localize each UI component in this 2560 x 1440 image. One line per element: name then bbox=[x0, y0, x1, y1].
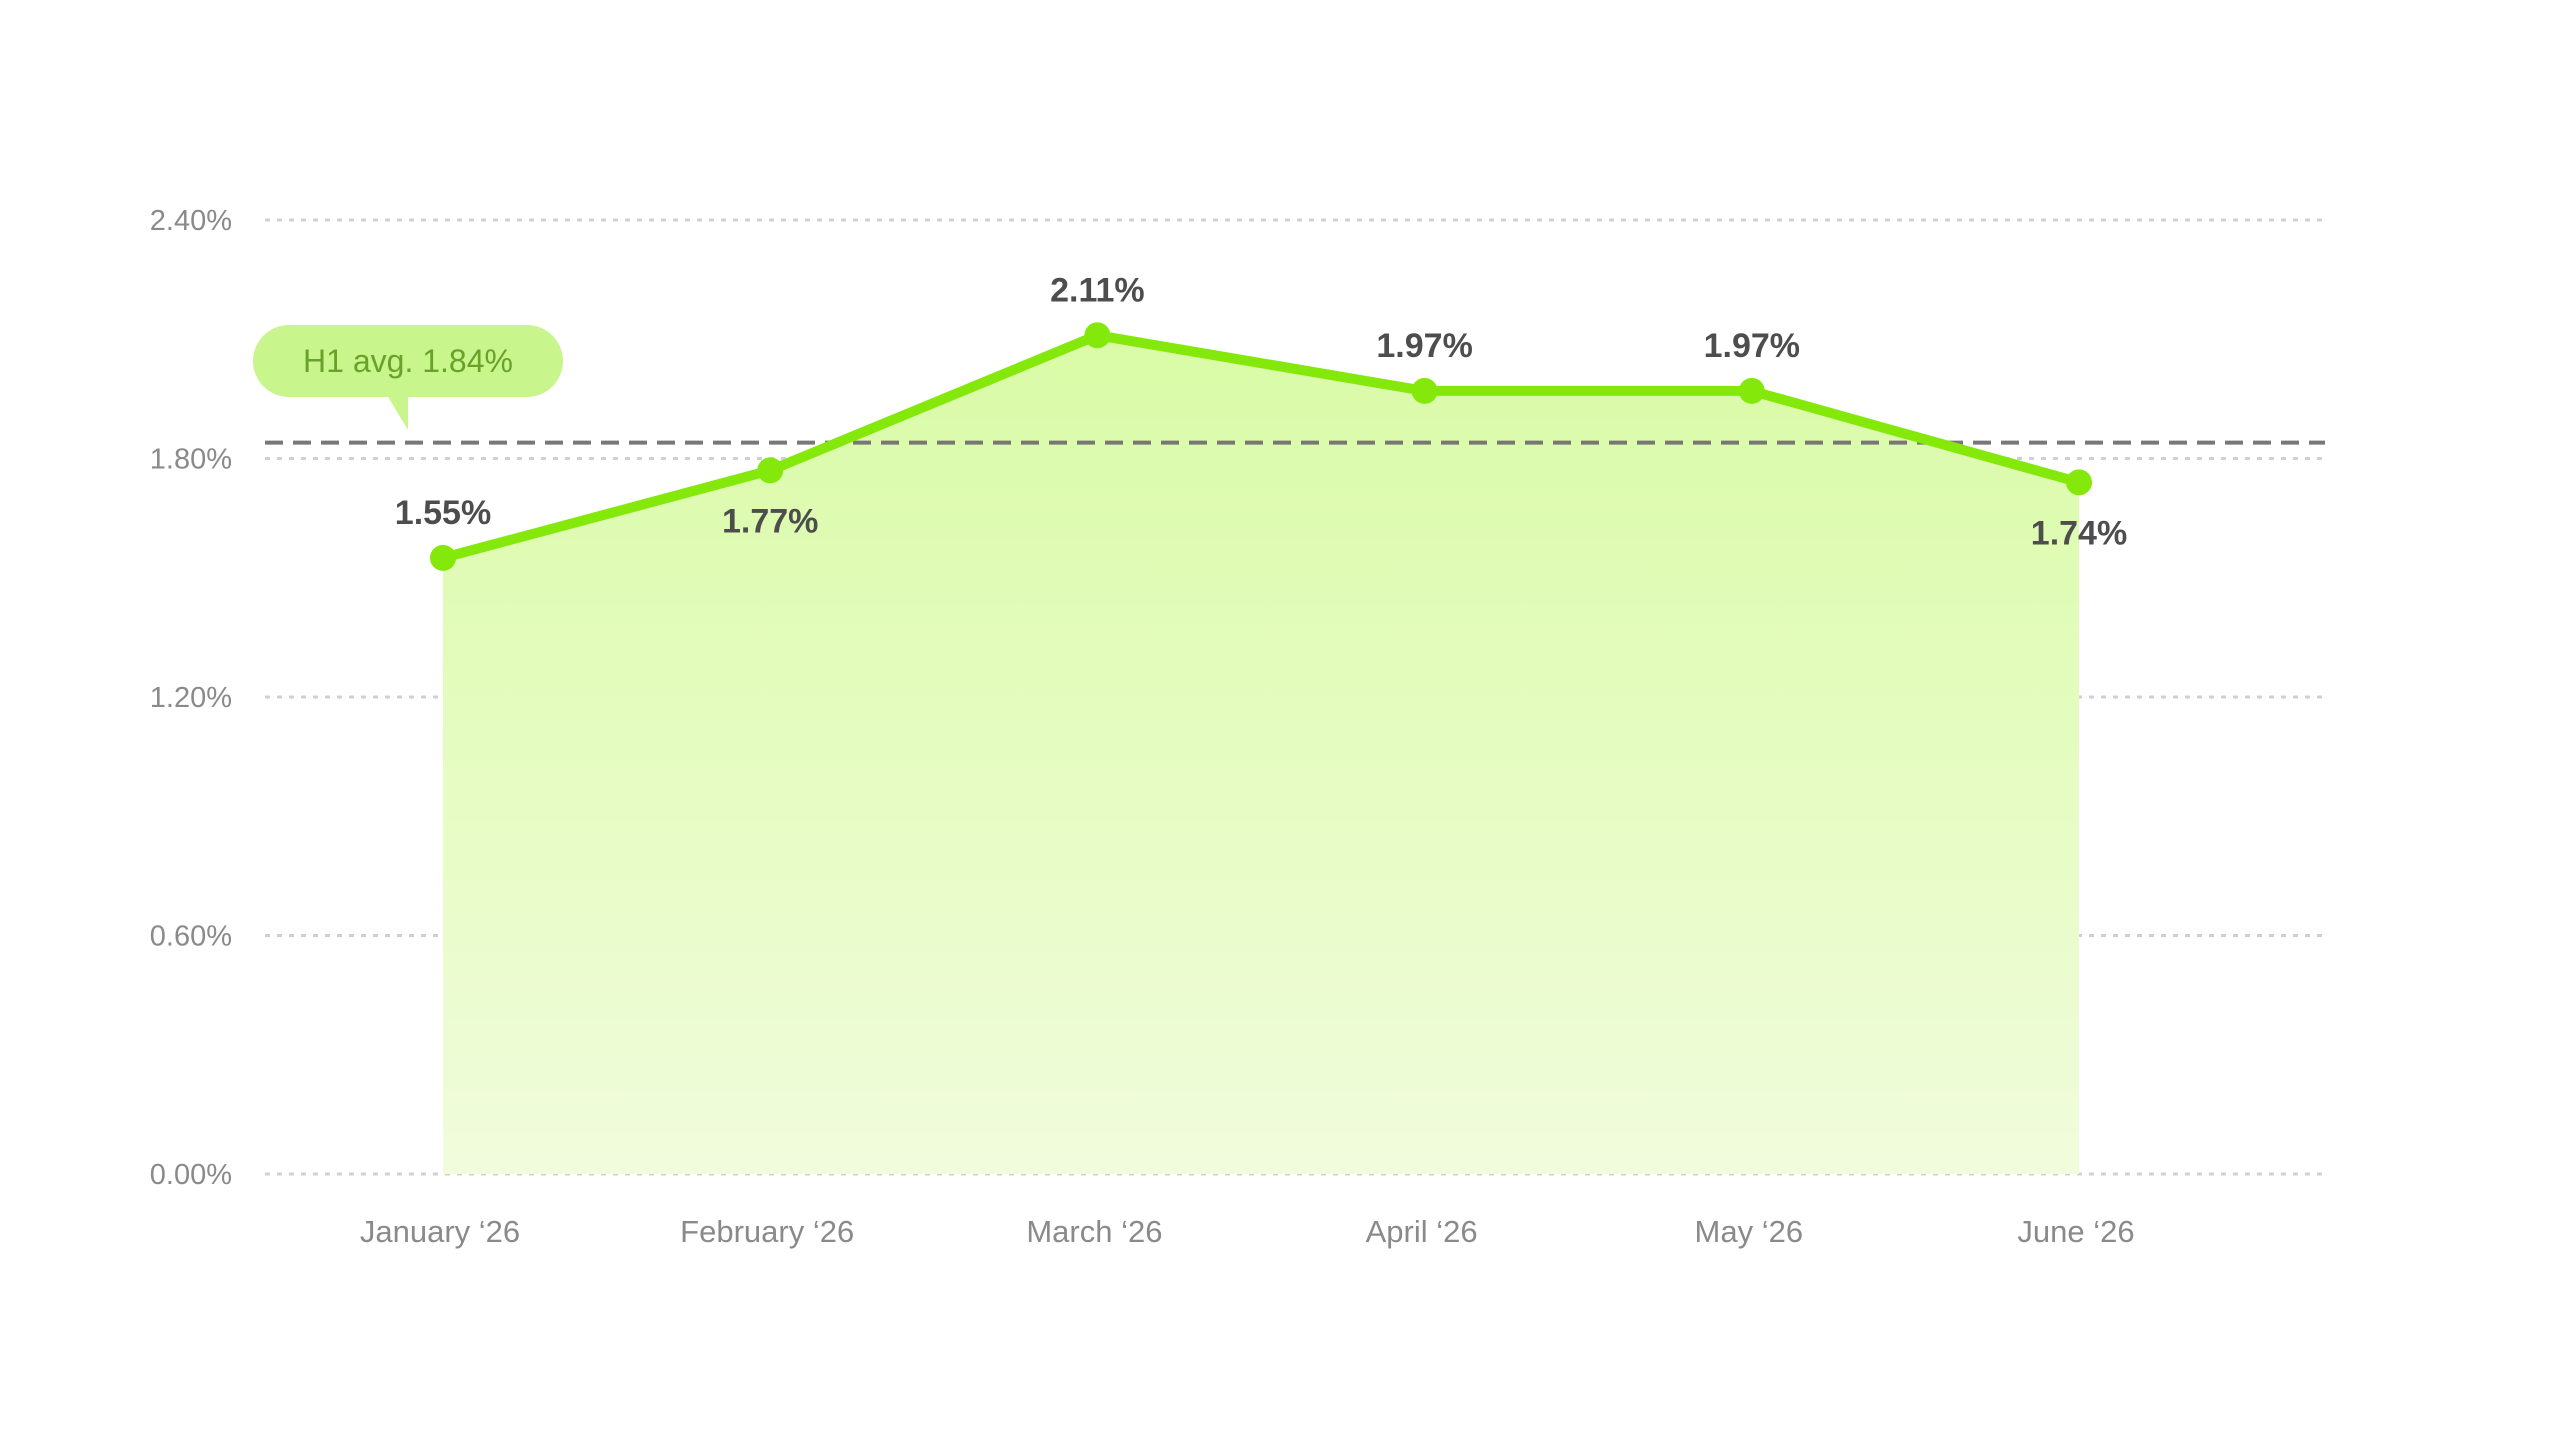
data-point bbox=[1411, 377, 1438, 404]
area-fill bbox=[443, 335, 2079, 1174]
data-point bbox=[757, 457, 784, 484]
y-tick-label: 1.20% bbox=[150, 682, 232, 714]
y-tick-label: 0.00% bbox=[150, 1159, 232, 1191]
data-points bbox=[430, 322, 2092, 571]
series-line-path bbox=[438, 330, 2084, 563]
y-axis: 0.00% 0.60% 1.20% 1.80% 2.40% bbox=[150, 205, 232, 1191]
data-labels: 1.55% 1.77% 2.11% 1.97% 1.97% 1.74% bbox=[395, 271, 2127, 552]
average-badge-pointer bbox=[387, 395, 408, 430]
y-tick-label: 1.80% bbox=[150, 444, 232, 476]
y-tick-label: 0.60% bbox=[150, 921, 232, 953]
average-badge-label: H1 avg. 1.84% bbox=[303, 343, 513, 379]
average-badge bbox=[253, 325, 563, 397]
data-label: 1.97% bbox=[1376, 327, 1472, 365]
data-point bbox=[2066, 469, 2092, 496]
data-label: 1.74% bbox=[2031, 514, 2127, 552]
series-area bbox=[443, 335, 2079, 1174]
x-tick-label: June ‘26 bbox=[2017, 1214, 2134, 1249]
data-label: 1.77% bbox=[722, 502, 818, 540]
x-tick-label: January ‘26 bbox=[360, 1214, 520, 1249]
y-tick-label: 2.40% bbox=[150, 205, 232, 237]
data-label: 2.11% bbox=[1050, 271, 1145, 309]
data-point bbox=[430, 544, 456, 571]
x-tick-label: April ‘26 bbox=[1366, 1214, 1478, 1249]
x-tick-label: March ‘26 bbox=[1026, 1214, 1162, 1249]
x-tick-label: May ‘26 bbox=[1695, 1214, 1804, 1249]
x-axis: January ‘26 February ‘26 March ‘26 April ‘2… bbox=[360, 1214, 2135, 1249]
data-point bbox=[1738, 377, 1765, 404]
data-point bbox=[1084, 322, 1111, 349]
x-tick-label: February ‘26 bbox=[680, 1214, 854, 1249]
data-label: 1.97% bbox=[1704, 327, 1800, 365]
series-line bbox=[438, 330, 2084, 563]
data-label: 1.55% bbox=[395, 494, 491, 532]
average-reference: H1 avg. 1.84% bbox=[253, 325, 2325, 445]
